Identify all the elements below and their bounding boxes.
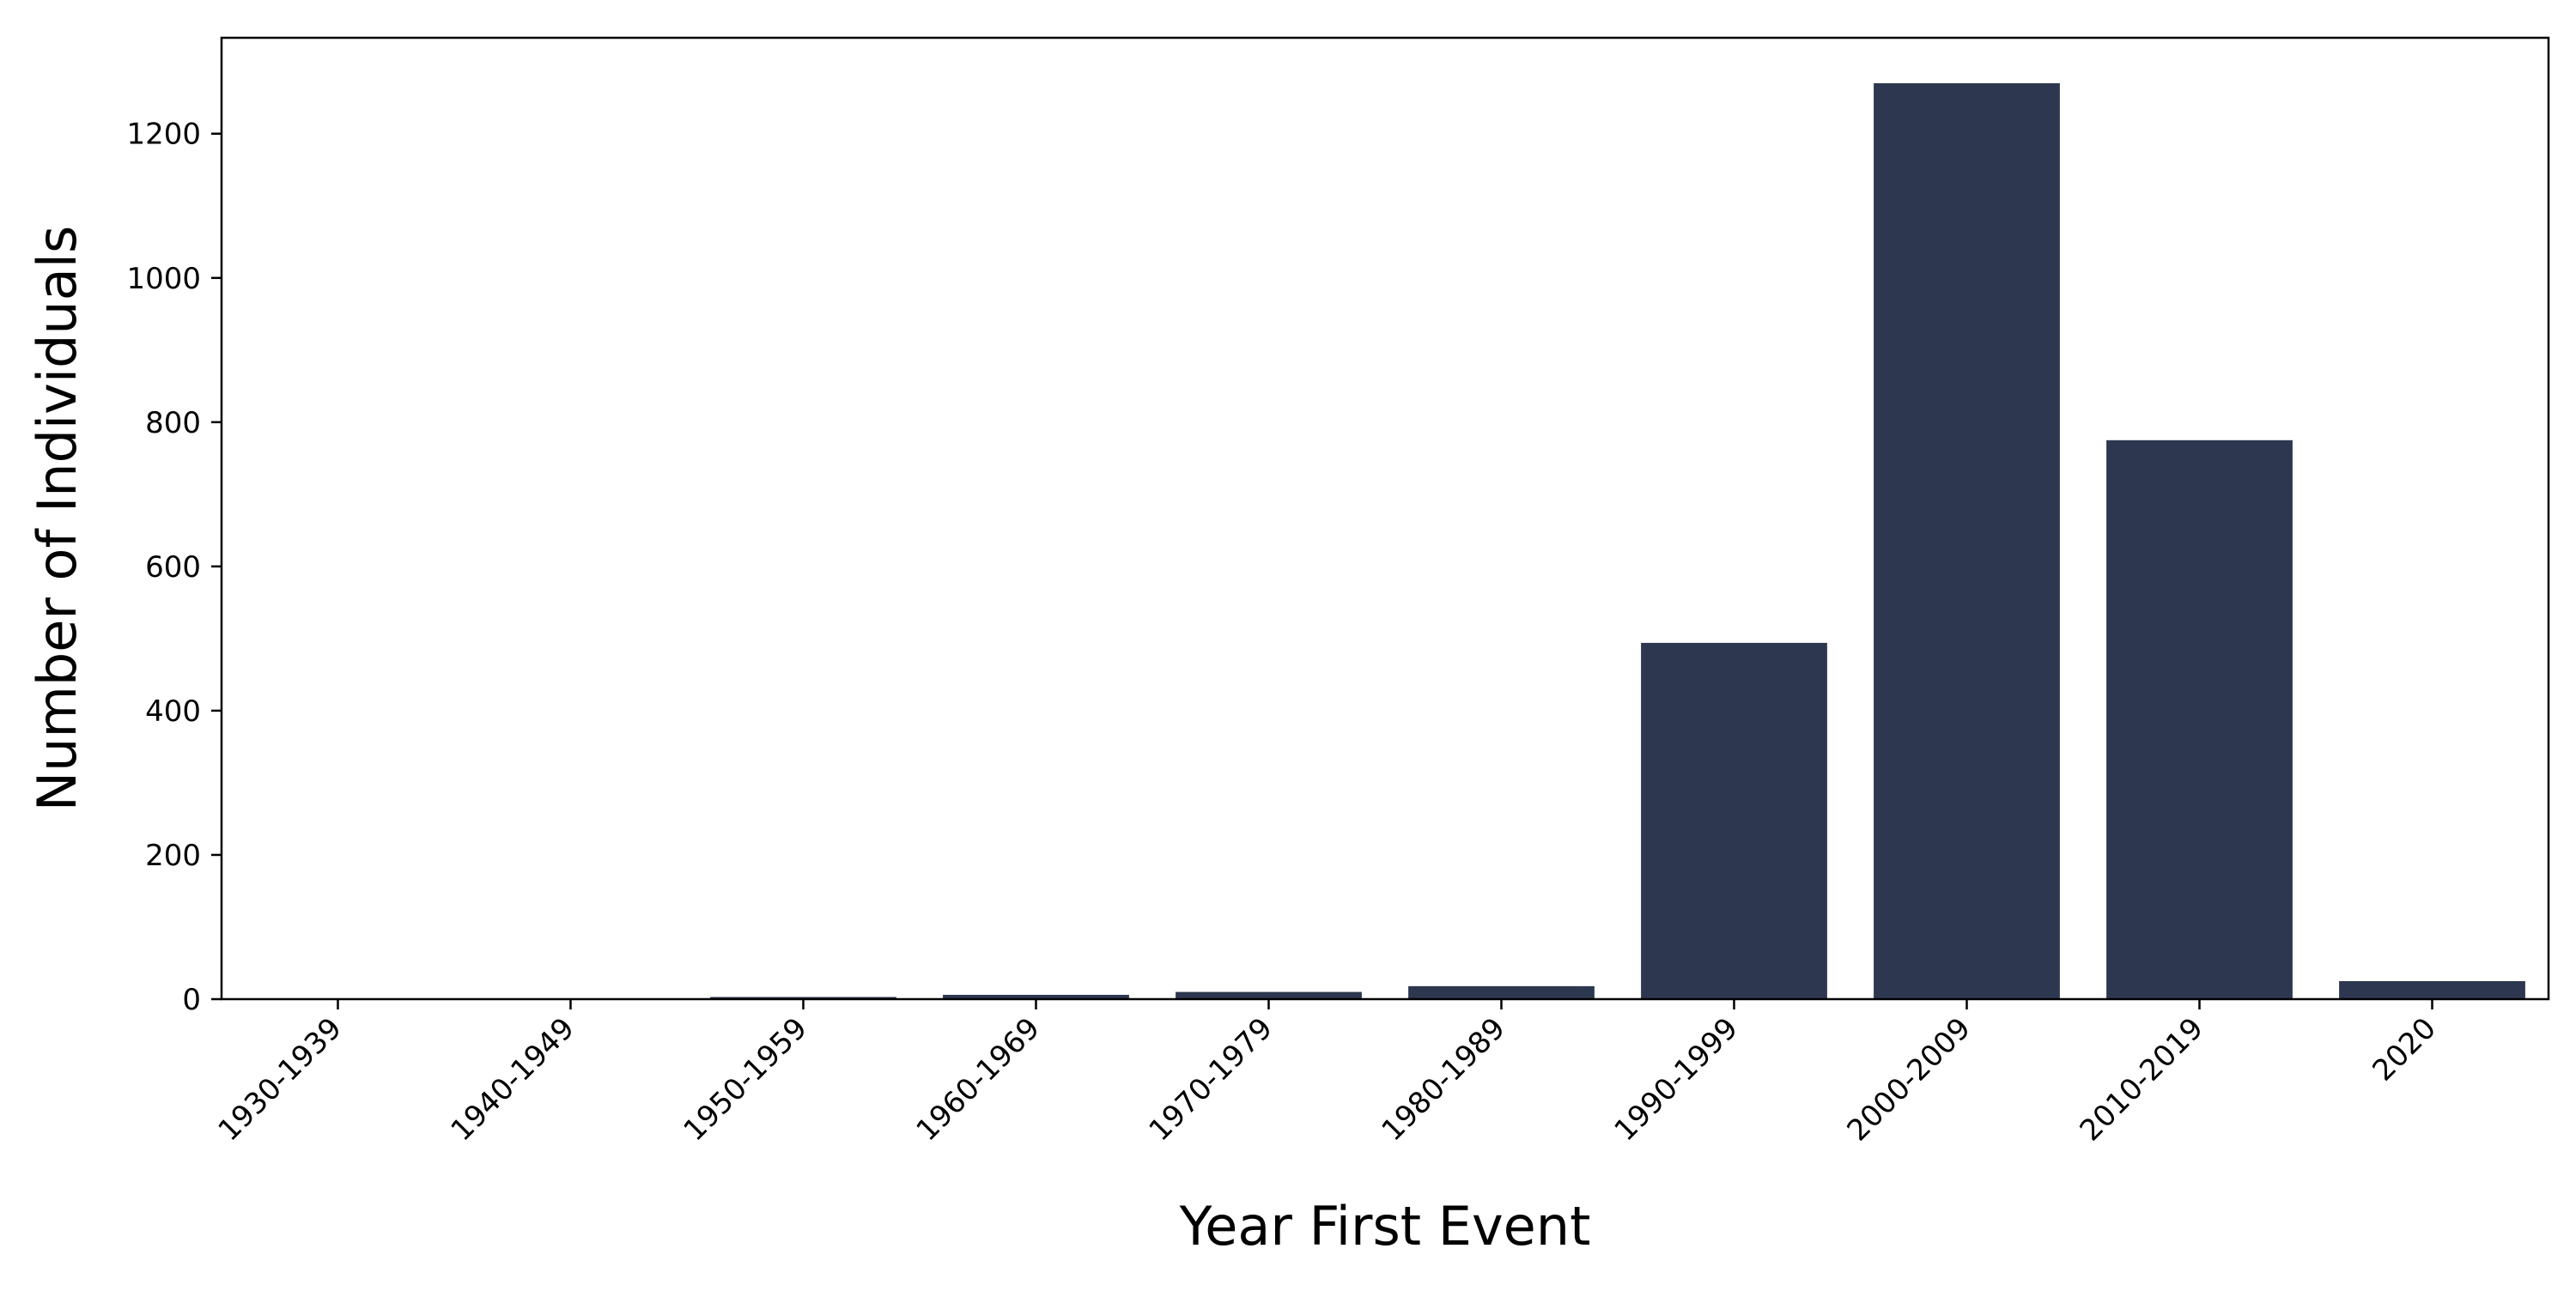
y-axis-title: Number of Individuals (26, 226, 88, 811)
x-axis-title: Year First Event (1179, 1195, 1591, 1258)
y-tick-label-200: 200 (145, 839, 201, 873)
bar-1980-1989 (1408, 985, 1595, 999)
y-tick-label-800: 800 (145, 406, 201, 440)
bar-1950-1959 (710, 997, 896, 999)
y-tick-label-400: 400 (145, 694, 201, 729)
x-tick-label-2010-2019: 2010-2019 (2074, 1011, 2210, 1148)
plot-frame (220, 36, 2550, 1001)
x-tick-label-1950-1959: 1950-1959 (677, 1011, 814, 1148)
bar-2020 (2339, 980, 2525, 999)
bars-layer (245, 82, 2525, 1000)
x-tick-label-1930-1939: 1930-1939 (212, 1011, 349, 1148)
x-tick-label-1980-1989: 1980-1989 (1376, 1011, 1512, 1148)
x-tick-label-1970-1979: 1970-1979 (1143, 1011, 1279, 1148)
bar-1990-1999 (1641, 642, 1827, 999)
y-tick-label-1200: 1200 (126, 118, 201, 152)
bar-2010-2019 (2106, 439, 2293, 999)
bar-1960-1969 (943, 994, 1129, 999)
y-tick-label-0: 0 (182, 983, 201, 1017)
x-tick-label-2000-2009: 2000-2009 (1841, 1011, 1978, 1148)
x-tick-label-1960-1969: 1960-1969 (910, 1011, 1047, 1148)
bar-1970-1979 (1176, 991, 1362, 999)
x-tick-label-1990-1999: 1990-1999 (1608, 1011, 1745, 1148)
bar-2000-2009 (1874, 82, 2060, 1000)
x-tick-label-1940-1949: 1940-1949 (445, 1011, 581, 1148)
y-tick-label-1000: 1000 (126, 262, 201, 296)
x-tick-label-2020: 2020 (2366, 1011, 2442, 1088)
y-tick-label-600: 600 (145, 550, 201, 585)
